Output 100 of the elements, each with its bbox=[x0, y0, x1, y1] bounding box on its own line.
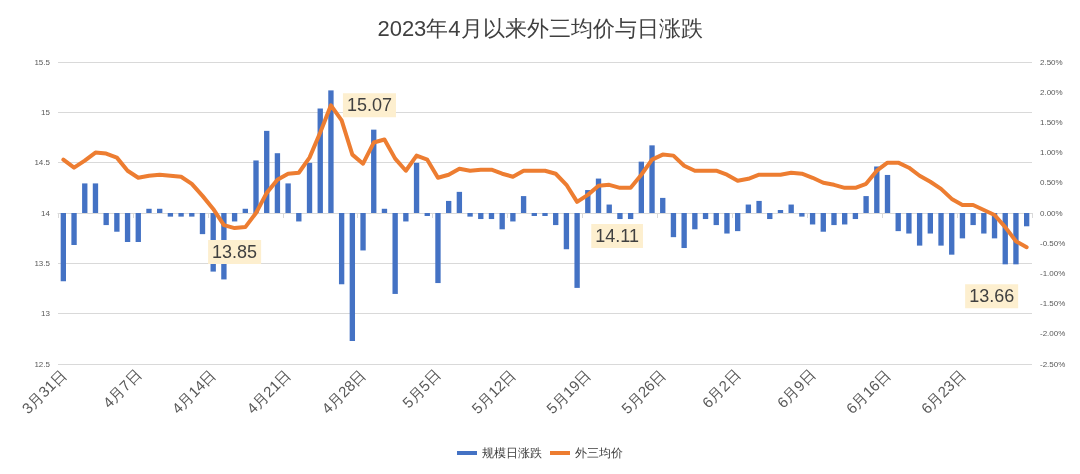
y2-tick-label: 2.00% bbox=[1040, 87, 1063, 97]
y2-tick-label: -2.50% bbox=[1040, 359, 1066, 369]
bar bbox=[863, 196, 869, 213]
bar bbox=[520, 196, 527, 213]
x-tick-label: 5月26日 bbox=[617, 365, 669, 417]
x-tick-label: 6月9日 bbox=[773, 365, 819, 412]
y-tick-label: 15.5 bbox=[34, 57, 51, 67]
bar bbox=[949, 213, 955, 255]
bar bbox=[681, 213, 687, 249]
bar bbox=[189, 213, 195, 217]
bar bbox=[884, 174, 891, 213]
bar bbox=[114, 213, 120, 232]
data-label: 13.85 bbox=[212, 242, 258, 263]
bar bbox=[767, 213, 773, 220]
bar bbox=[670, 213, 677, 238]
bar bbox=[285, 183, 291, 213]
bar bbox=[777, 209, 784, 213]
bar bbox=[842, 213, 848, 225]
bar bbox=[103, 213, 109, 226]
bar bbox=[916, 213, 923, 246]
bar bbox=[531, 213, 537, 217]
bar bbox=[328, 90, 334, 213]
bar bbox=[306, 162, 313, 213]
bar bbox=[71, 213, 77, 246]
bar bbox=[82, 183, 88, 213]
bar bbox=[649, 145, 655, 213]
bar bbox=[392, 213, 398, 294]
data-label: 15.07 bbox=[346, 95, 392, 116]
bar bbox=[553, 213, 559, 226]
y2-tick-label: 2.50% bbox=[1040, 57, 1063, 67]
bar bbox=[92, 183, 99, 213]
bar bbox=[895, 213, 901, 232]
bar bbox=[296, 213, 302, 222]
x-tick-label: 4月21日 bbox=[243, 365, 295, 417]
bar bbox=[617, 213, 623, 220]
bar bbox=[338, 213, 345, 285]
bar bbox=[510, 213, 516, 222]
bar bbox=[831, 213, 837, 226]
bar bbox=[424, 213, 430, 217]
bar bbox=[360, 213, 366, 251]
x-tick-label: 5月5日 bbox=[398, 365, 444, 412]
bar bbox=[199, 213, 206, 235]
bar bbox=[799, 213, 805, 217]
bar bbox=[413, 162, 420, 213]
bar bbox=[478, 213, 484, 220]
y-tick-label: 12.5 bbox=[34, 359, 51, 369]
bar bbox=[435, 213, 441, 284]
legend-label: 规模日涨跌 bbox=[482, 446, 542, 460]
y2-tick-label: -1.50% bbox=[1040, 299, 1066, 309]
y-tick-label: 15 bbox=[41, 107, 51, 117]
x-tick-label: 5月19日 bbox=[542, 365, 594, 417]
y-tick-label: 14.5 bbox=[34, 158, 51, 168]
bar bbox=[906, 213, 912, 234]
y2-tick-label: -0.50% bbox=[1040, 238, 1066, 248]
y-tick-label: 14 bbox=[41, 208, 51, 218]
data-label: 14.11 bbox=[595, 225, 639, 246]
y-tick-label: 13.5 bbox=[34, 258, 51, 268]
y2-tick-label: 1.50% bbox=[1040, 117, 1063, 127]
legend-label: 外三均价 bbox=[575, 446, 623, 460]
bar bbox=[1023, 213, 1030, 227]
bar bbox=[927, 213, 933, 234]
bar bbox=[349, 213, 356, 342]
y2-tick-label: -2.00% bbox=[1040, 329, 1066, 339]
y-tick-label: 13 bbox=[41, 309, 51, 319]
bar bbox=[809, 213, 816, 225]
bar bbox=[970, 213, 976, 226]
bar bbox=[124, 213, 131, 242]
bar bbox=[692, 213, 698, 230]
chart-title: 2023年4月以来外三均价与日涨跌 bbox=[377, 15, 703, 41]
bar bbox=[756, 200, 762, 213]
bar bbox=[135, 213, 141, 242]
bar bbox=[724, 213, 730, 234]
bar bbox=[167, 213, 174, 217]
bar bbox=[938, 213, 944, 246]
bar bbox=[542, 213, 548, 217]
x-tick-label: 4月14日 bbox=[168, 365, 220, 417]
data-label: 13.66 bbox=[969, 286, 1015, 307]
y2-tick-label: 0.00% bbox=[1040, 208, 1063, 218]
bar bbox=[146, 208, 152, 213]
x-tick-label: 4月7日 bbox=[99, 365, 145, 412]
bar bbox=[253, 160, 259, 213]
bar bbox=[574, 213, 580, 288]
bar bbox=[499, 213, 505, 230]
bar bbox=[178, 213, 184, 217]
bar bbox=[445, 200, 452, 213]
y2-tick-label: 0.50% bbox=[1040, 178, 1063, 188]
bar bbox=[467, 213, 473, 217]
x-tick-label: 5月12日 bbox=[467, 365, 519, 417]
bar bbox=[820, 213, 826, 232]
x-tick-label: 6月23日 bbox=[917, 365, 969, 417]
bar bbox=[981, 213, 987, 234]
x-tick-label: 6月16日 bbox=[842, 365, 894, 417]
bar bbox=[627, 213, 634, 220]
bar bbox=[734, 213, 741, 232]
bar bbox=[852, 213, 859, 220]
x-tick-label: 6月2日 bbox=[698, 365, 744, 412]
bar bbox=[959, 213, 966, 239]
bar bbox=[456, 191, 463, 213]
y2-tick-label: 1.00% bbox=[1040, 148, 1063, 158]
x-tick-label: 4月28日 bbox=[318, 365, 370, 417]
